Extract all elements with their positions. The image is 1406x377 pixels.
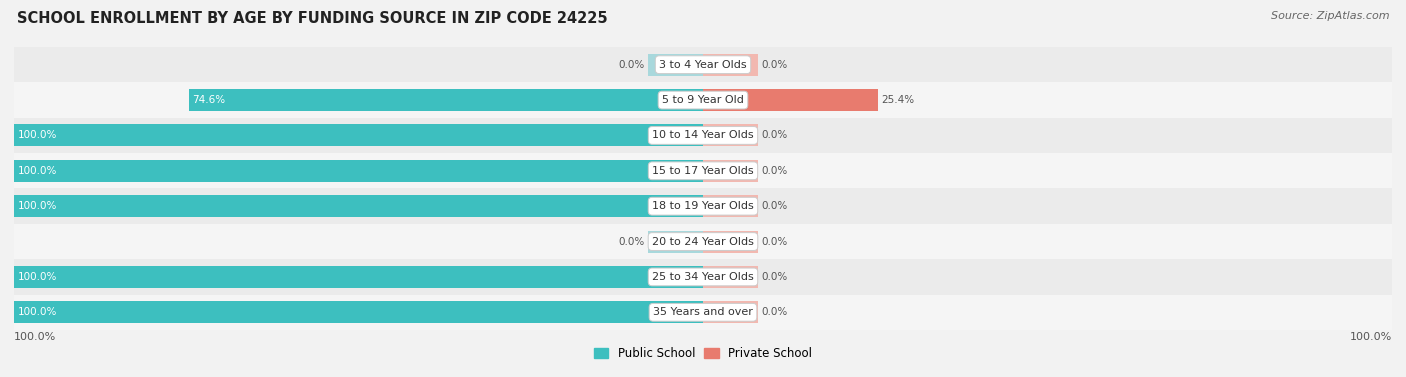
Text: 100.0%: 100.0%	[17, 272, 56, 282]
Bar	[703, 89, 877, 111]
Text: 3 to 4 Year Olds: 3 to 4 Year Olds	[659, 60, 747, 70]
Text: 100.0%: 100.0%	[17, 166, 56, 176]
Text: 10 to 14 Year Olds: 10 to 14 Year Olds	[652, 130, 754, 141]
Text: 0.0%: 0.0%	[619, 236, 644, 247]
Text: 100.0%: 100.0%	[14, 332, 56, 342]
Bar	[14, 153, 1392, 188]
Bar	[703, 54, 758, 76]
Bar	[14, 118, 1392, 153]
Bar	[703, 124, 758, 146]
Text: 0.0%: 0.0%	[762, 307, 787, 317]
Bar	[14, 124, 703, 146]
Bar	[14, 259, 1392, 294]
Bar	[14, 83, 1392, 118]
Legend: Public School, Private School: Public School, Private School	[593, 347, 813, 360]
Text: 74.6%: 74.6%	[193, 95, 225, 105]
Bar	[648, 54, 703, 76]
Bar	[14, 294, 1392, 330]
Bar	[14, 224, 1392, 259]
Text: 100.0%: 100.0%	[1350, 332, 1392, 342]
Bar	[188, 89, 703, 111]
Bar	[703, 301, 758, 323]
Text: 100.0%: 100.0%	[17, 130, 56, 141]
Text: 0.0%: 0.0%	[762, 130, 787, 141]
Text: 0.0%: 0.0%	[762, 236, 787, 247]
Text: 20 to 24 Year Olds: 20 to 24 Year Olds	[652, 236, 754, 247]
Text: 100.0%: 100.0%	[17, 201, 56, 211]
Bar	[703, 160, 758, 182]
Bar	[703, 231, 758, 253]
Text: 18 to 19 Year Olds: 18 to 19 Year Olds	[652, 201, 754, 211]
Bar	[14, 195, 703, 217]
Text: 100.0%: 100.0%	[17, 307, 56, 317]
Text: 0.0%: 0.0%	[762, 60, 787, 70]
Text: 0.0%: 0.0%	[762, 272, 787, 282]
Text: 15 to 17 Year Olds: 15 to 17 Year Olds	[652, 166, 754, 176]
Text: 5 to 9 Year Old: 5 to 9 Year Old	[662, 95, 744, 105]
Text: SCHOOL ENROLLMENT BY AGE BY FUNDING SOURCE IN ZIP CODE 24225: SCHOOL ENROLLMENT BY AGE BY FUNDING SOUR…	[17, 11, 607, 26]
Text: 0.0%: 0.0%	[619, 60, 644, 70]
Bar	[703, 266, 758, 288]
Bar	[14, 301, 703, 323]
Bar	[14, 266, 703, 288]
Text: 25.4%: 25.4%	[882, 95, 914, 105]
Text: 0.0%: 0.0%	[762, 201, 787, 211]
Text: 0.0%: 0.0%	[762, 166, 787, 176]
Bar	[14, 160, 703, 182]
Bar	[648, 231, 703, 253]
Text: Source: ZipAtlas.com: Source: ZipAtlas.com	[1271, 11, 1389, 21]
Bar	[703, 195, 758, 217]
Text: 25 to 34 Year Olds: 25 to 34 Year Olds	[652, 272, 754, 282]
Bar	[14, 188, 1392, 224]
Text: 35 Years and over: 35 Years and over	[652, 307, 754, 317]
Bar	[14, 47, 1392, 83]
